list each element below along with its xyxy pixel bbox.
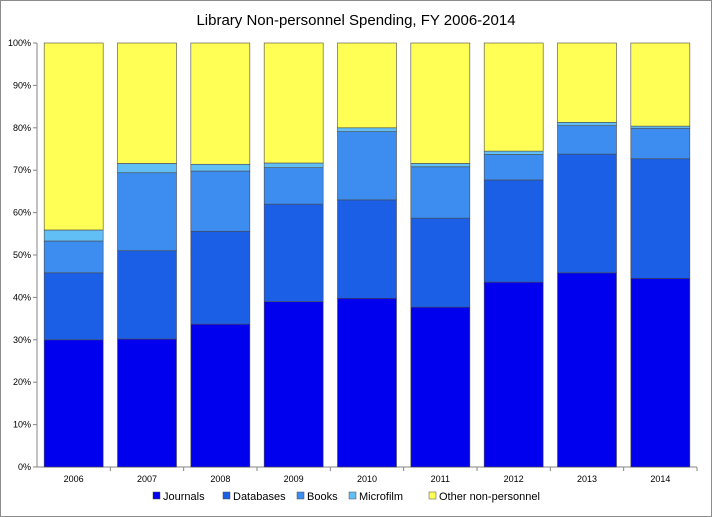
y-tick-label: 90%: [13, 80, 31, 90]
x-tick-label: 2007: [137, 474, 157, 484]
bar-segment-books-2006: [43, 240, 104, 274]
legend-item-other-non-personnel: Other non-personnel: [428, 491, 540, 503]
x-tick-label: 2006: [64, 474, 84, 484]
chart-title: Library Non-personnel Spending, FY 2006-…: [196, 12, 515, 29]
y-tick-label: 50%: [13, 250, 31, 260]
bar-segment-other-non-personnel-2006: [43, 42, 104, 231]
legend-label: Databases: [233, 491, 286, 503]
bar-segment-microfilm-2007: [117, 163, 177, 174]
bar-segment-microfilm-2013: [557, 121, 617, 126]
y-tick-label: 70%: [13, 165, 31, 175]
bar-segment-journals-2007: [117, 338, 177, 468]
bar-segment-microfilm-2012: [483, 150, 544, 155]
bar-segment-other-non-personnel-2013: [557, 42, 617, 123]
legend: Journals Databases Books Microfilm Other non…: [152, 491, 540, 503]
legend-item-journals: Journals: [152, 491, 205, 503]
legend-label: Other non-personnel: [439, 491, 540, 503]
bar-segment-microfilm-2011: [410, 163, 471, 168]
legend-item-books: Books: [296, 491, 338, 503]
legend-swatch: [428, 491, 437, 500]
bar-segment-databases-2007: [117, 250, 177, 340]
bar-segment-journals-2009: [263, 301, 324, 468]
bar-segment-other-non-personnel-2010: [337, 42, 397, 129]
bar-segment-books-2013: [557, 125, 617, 155]
y-tick-label: 0%: [18, 462, 31, 472]
legend-swatch: [296, 491, 305, 500]
bar-segment-books-2011: [410, 166, 471, 219]
x-tick-label: 2011: [431, 474, 450, 484]
bar-segment-databases-2009: [263, 203, 324, 302]
legend-label: Books: [307, 491, 338, 503]
bar-segment-journals-2008: [190, 323, 251, 468]
bar-segment-journals-2011: [410, 306, 471, 468]
bar-segment-other-non-personnel-2007: [117, 42, 177, 164]
bar-segment-books-2009: [263, 167, 324, 205]
bar-segment-books-2014: [630, 127, 691, 160]
bar-segment-other-non-personnel-2009: [263, 42, 324, 164]
legend-swatch: [152, 491, 161, 500]
y-tick-label: 60%: [13, 208, 31, 218]
bar-segment-other-non-personnel-2011: [410, 42, 471, 164]
legend-item-microfilm: Microfilm: [348, 491, 403, 503]
x-tick-label: 2012: [504, 474, 524, 484]
bar-segment-journals-2006: [43, 339, 104, 468]
y-tick-label: 40%: [13, 292, 31, 302]
x-tick-label: 2010: [357, 474, 377, 484]
bar-segment-books-2008: [190, 170, 251, 232]
bar-segment-microfilm-2008: [190, 163, 251, 172]
bar-segment-books-2007: [117, 172, 177, 252]
bar-segment-journals-2010: [337, 297, 397, 468]
bar-segment-journals-2013: [557, 272, 617, 468]
plot-area: 0% 10% 20% 30% 40% 50% 60% 70% 80% 90% 100% 2006 200…: [8, 38, 698, 484]
bar-segment-microfilm-2014: [630, 125, 691, 129]
bar-segment-microfilm-2009: [263, 162, 324, 168]
x-tick-label: 2009: [284, 474, 304, 484]
y-tick-label: 30%: [13, 335, 31, 345]
x-tick-label: 2008: [210, 474, 230, 484]
legend-swatch: [222, 491, 231, 500]
bar-segment-databases-2013: [557, 153, 617, 274]
bar-segment-databases-2012: [483, 179, 544, 283]
bar-segment-databases-2014: [630, 158, 691, 279]
bar-segment-journals-2014: [630, 278, 691, 468]
bar-segment-books-2012: [483, 154, 544, 181]
bar-segment-databases-2006: [43, 272, 104, 341]
y-tick-label: 20%: [13, 377, 31, 387]
bar-segment-other-non-personnel-2014: [630, 42, 691, 127]
y-tick-label: 10%: [13, 420, 31, 430]
x-tick-label: 2013: [577, 474, 597, 484]
bar-segment-journals-2012: [483, 281, 544, 468]
bar-segment-databases-2008: [190, 230, 251, 325]
bar-segment-databases-2010: [337, 199, 397, 299]
legend-label: Microfilm: [359, 491, 403, 503]
bar-segment-microfilm-2006: [43, 229, 104, 242]
bar-segment-microfilm-2010: [337, 127, 397, 132]
legend-label: Journals: [163, 491, 205, 503]
y-tick-label: 100%: [8, 38, 31, 48]
bar-segment-other-non-personnel-2012: [483, 42, 544, 152]
legend-swatch: [348, 491, 357, 500]
bar-segment-other-non-personnel-2008: [190, 42, 251, 165]
bar-segment-databases-2011: [410, 217, 471, 308]
x-tick-label: 2014: [650, 474, 670, 484]
y-tick-label: 80%: [13, 123, 31, 133]
bar-segment-books-2010: [337, 131, 397, 201]
legend-item-databases: Databases: [222, 491, 286, 503]
